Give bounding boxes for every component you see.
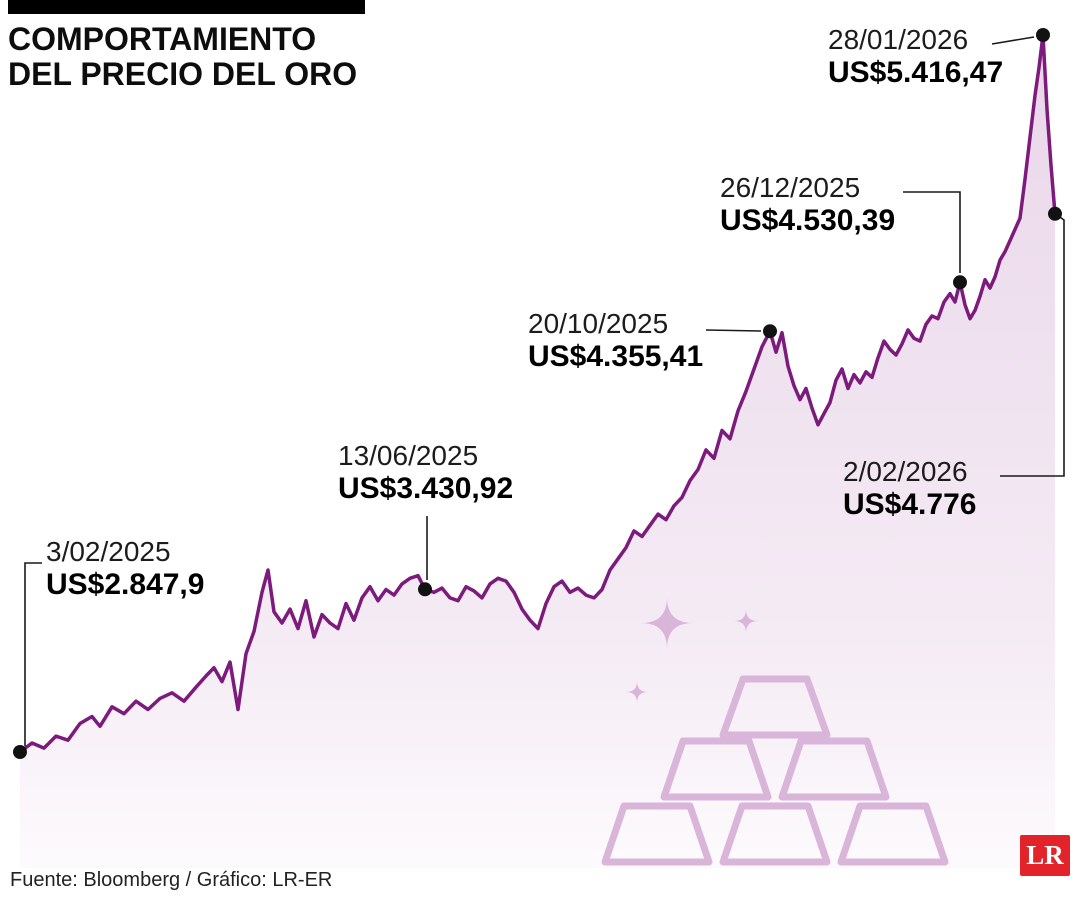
- title-block: COMPORTAMIENTO DEL PRECIO DEL ORO: [8, 0, 365, 92]
- annotation-date: 28/01/2026: [828, 24, 969, 55]
- title-accent-bar: [8, 0, 365, 14]
- sparkle-icons: [626, 597, 758, 703]
- lr-logo: LR: [1020, 835, 1070, 876]
- annotation-value: US$4.530,39: [720, 204, 896, 238]
- annotation-value: US$3.430,92: [338, 472, 514, 506]
- annotation-13-06-2025: 13/06/2025 US$3.430,92: [338, 440, 513, 507]
- annotation-value: US$4.355,41: [528, 340, 704, 374]
- annotation-2-02-2026: 2/02/2026 US$4.776: [843, 456, 976, 523]
- marker-dots: [13, 28, 1062, 759]
- source-credit: Fuente: Bloomberg / Gráfico: LR-ER: [10, 869, 333, 891]
- annotation-value: US$2.847,9: [46, 568, 205, 602]
- annotation-date: 2/02/2026: [843, 456, 968, 487]
- title-line-2: DEL PRECIO DEL ORO: [8, 56, 358, 93]
- annotation-date: 20/10/2025: [528, 308, 669, 339]
- price-area: [20, 35, 1055, 868]
- gold-bars-icon: [601, 675, 949, 866]
- annotation-20-10-2025: 20/10/2025 US$4.355,41: [528, 308, 703, 375]
- price-line: [18, 33, 1057, 754]
- title-line-1: COMPORTAMIENTO: [8, 21, 317, 57]
- lr-logo-text: LR: [1026, 840, 1064, 870]
- annotation-date: 26/12/2025: [720, 172, 861, 203]
- marker-dot: [418, 582, 432, 597]
- marker-dot: [1048, 206, 1062, 221]
- marker-dot: [953, 275, 967, 290]
- marker-dot: [1036, 28, 1050, 42]
- annotation-value: US$4.776: [843, 488, 977, 522]
- annotation-value: US$5.416,47: [828, 56, 1004, 90]
- annotation-26-12-2025: 26/12/2025 US$4.530,39: [720, 172, 895, 239]
- marker-dot: [763, 324, 777, 339]
- page-title: COMPORTAMIENTO DEL PRECIO DEL ORO: [8, 21, 365, 93]
- annotation-date: 13/06/2025: [338, 440, 479, 471]
- marker-dot: [13, 745, 27, 759]
- annotation-3-02-2025: 3/02/2025 US$2.847,9: [46, 536, 204, 603]
- annotation-date: 3/02/2025: [46, 536, 171, 567]
- annotation-28-01-2026: 28/01/2026 US$5.416,47: [828, 24, 1003, 91]
